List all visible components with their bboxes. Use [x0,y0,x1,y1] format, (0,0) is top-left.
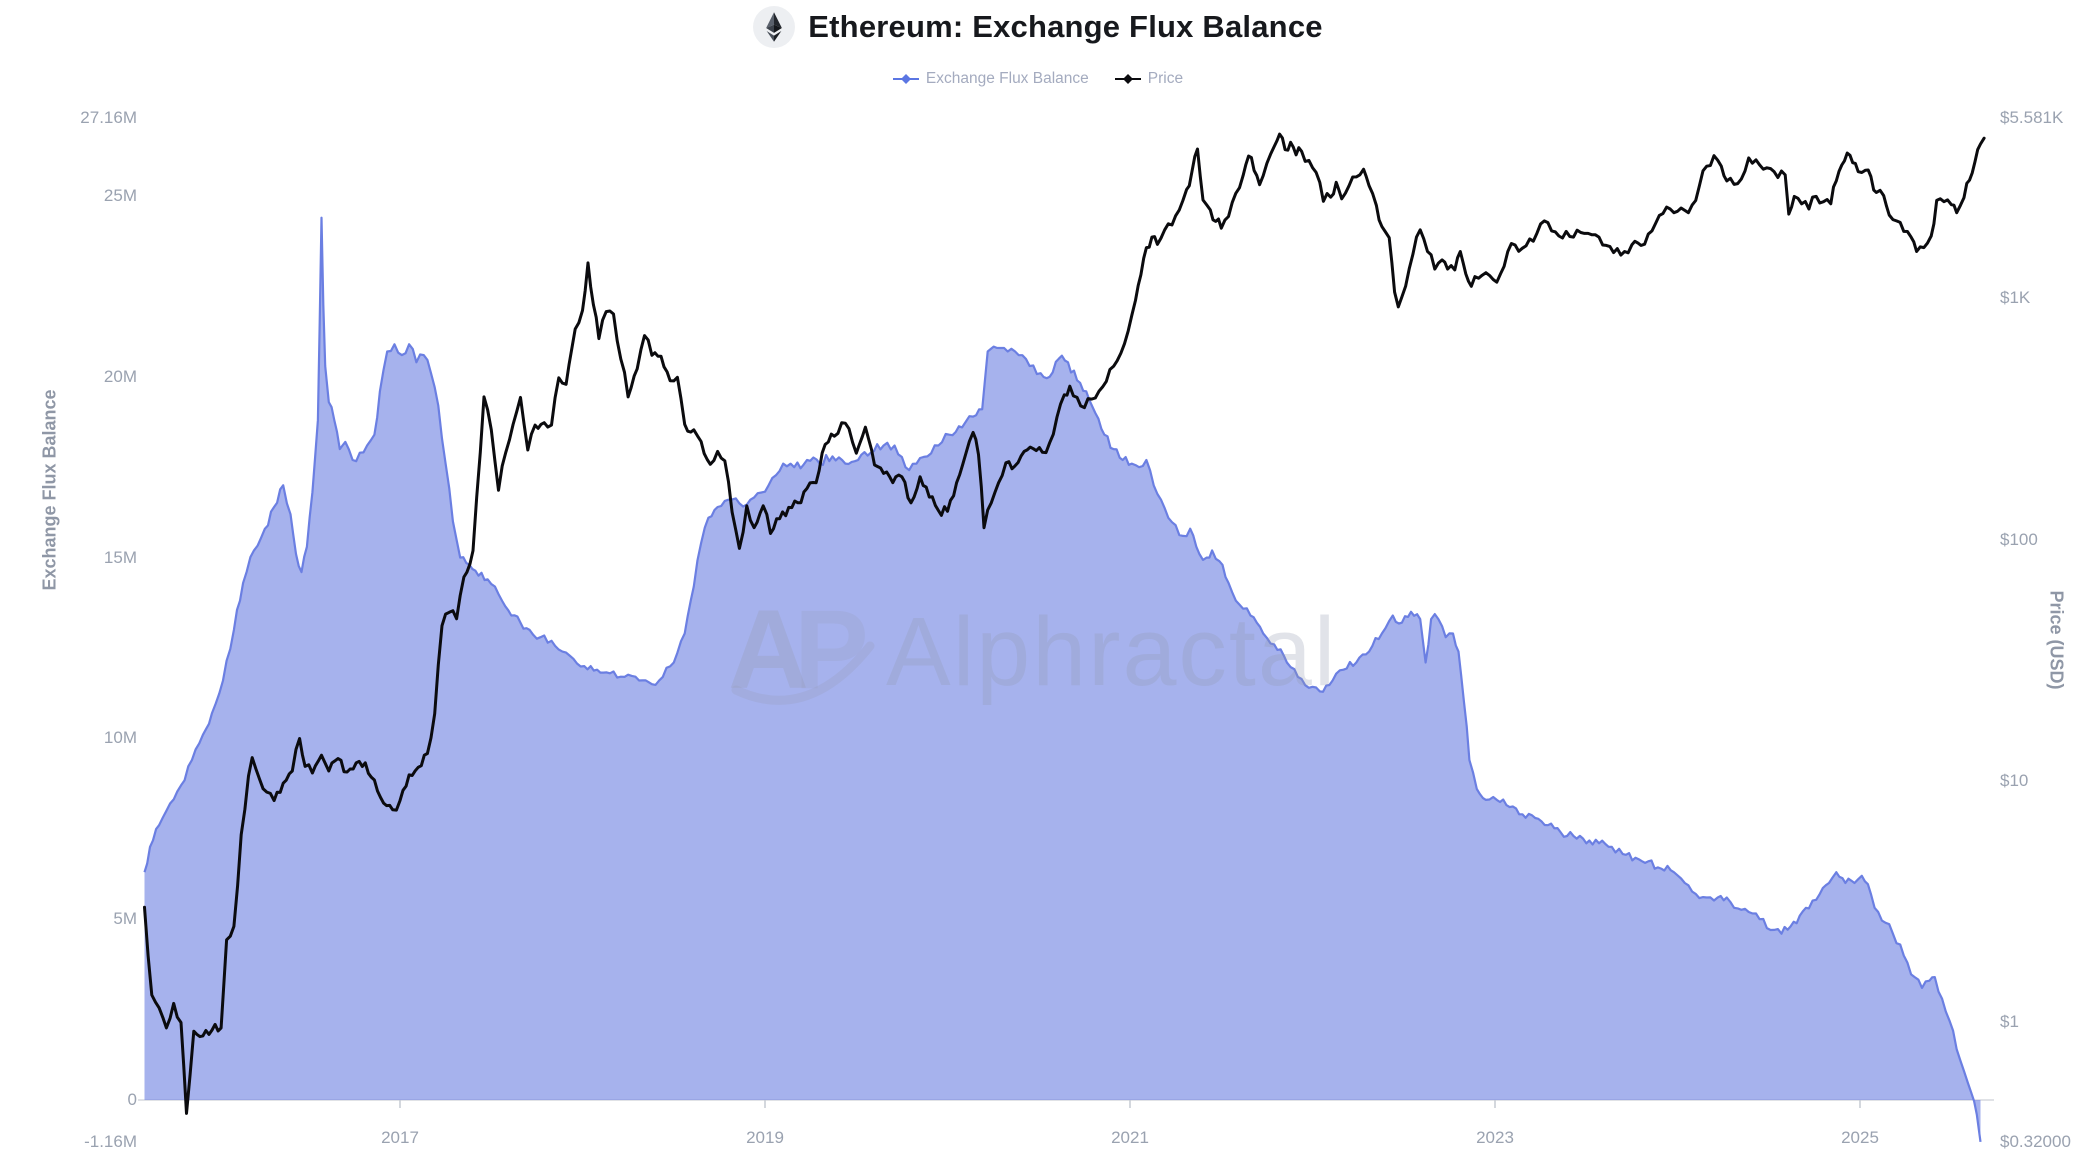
flux-legend-marker-icon [892,74,919,84]
price-line-series[interactable] [143,132,1986,1115]
ethereum-icon [753,6,796,48]
legend-item-price[interactable]: Price [1114,70,1184,88]
left-axis-title: Exchange Flux Balance [39,389,60,591]
legend-item-label: Price [1147,70,1184,87]
legend-item-exchange-flux-balance[interactable]: Exchange Flux Balance [892,70,1089,88]
right-axis-title: Price (USD) [2046,590,2067,690]
flux-area-series[interactable] [144,217,1981,1142]
chart-legend: Exchange Flux Balance Price [0,70,2076,88]
page-title: Ethereum: Exchange Flux Balance [808,9,1323,44]
price-legend-marker-icon [1114,74,1141,84]
legend-item-label: Exchange Flux Balance [925,70,1089,87]
flux-area-outline [143,216,1982,1143]
chart-title-row: Ethereum: Exchange Flux Balance [0,6,2076,48]
